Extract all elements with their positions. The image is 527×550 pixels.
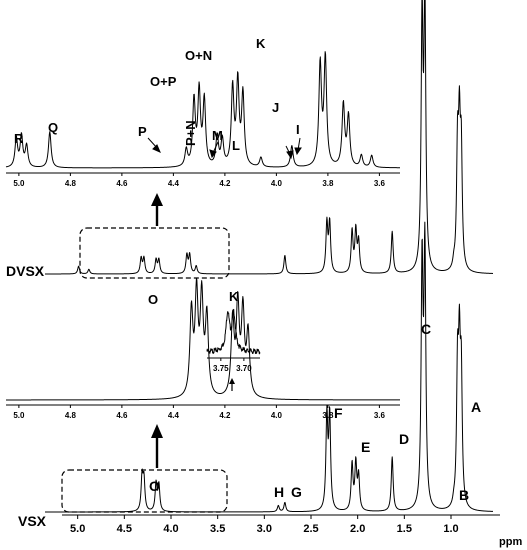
main-x-axis-tick-label: 2.5 bbox=[303, 523, 318, 535]
inset-peak-label-p-n: P+N bbox=[183, 120, 198, 146]
dvsx-inset-x-axis-tick-label: 4.0 bbox=[271, 179, 283, 188]
vsx-inset-x-axis-tick-label: 5.0 bbox=[13, 411, 25, 420]
inset-peak-label-k: K bbox=[256, 36, 266, 51]
inset-peak-label-l: L bbox=[232, 138, 240, 153]
inset-peak-label-o-vsx: O bbox=[148, 292, 158, 307]
inset-peak-label-m: M bbox=[212, 128, 223, 143]
k-inset-arrow bbox=[229, 378, 235, 391]
inset-peak-label-r: R bbox=[14, 131, 24, 146]
dvsx-inset-x-axis-tick-label: 4.6 bbox=[116, 179, 128, 188]
dvsx-zoom-arrow bbox=[151, 193, 163, 226]
vsx-inset-x-axis-tick-label: 4.4 bbox=[168, 411, 180, 420]
main-x-axis-tick-label: 4.0 bbox=[163, 523, 178, 535]
k-inset-x-axis: 3.75 3.70 bbox=[207, 357, 260, 373]
series-label-dvsx: DVSX bbox=[6, 263, 45, 279]
dvsx-inset-x-axis-tick-label: 5.0 bbox=[13, 179, 25, 188]
vsx-spectrum-line bbox=[44, 221, 494, 513]
vsx-inset-x-axis-tick-label: 3.6 bbox=[374, 411, 386, 420]
inset-peak-label-p: P bbox=[138, 124, 147, 139]
main-x-axis: ppm 5.0 4.5 4.0 3.5 3.0 2.5 2.0 1.5 1.0 bbox=[62, 514, 522, 548]
vsx-inset-spectrum-line bbox=[5, 277, 401, 401]
dvsx-inset-x-axis-tick-label: 4.8 bbox=[65, 179, 77, 188]
vsx-inset-x-axis-tick-label: 4.8 bbox=[65, 411, 77, 420]
vsx-inset-x-axis-tick-label: 4.0 bbox=[271, 411, 283, 420]
peak-label-f: F bbox=[334, 405, 343, 421]
series-label-vsx: VSX bbox=[18, 513, 47, 529]
main-x-axis-tick-label: 2.0 bbox=[350, 523, 365, 535]
vsx-zoom-box bbox=[61, 469, 228, 513]
zoom-indicators bbox=[61, 193, 230, 513]
vsx-inset-x-axis-tick-label: 4.2 bbox=[219, 411, 231, 420]
dvsx-inset-x-axis-tick-label: 4.2 bbox=[219, 179, 231, 188]
vsx-inset-x-axis-tick-label: 3.8 bbox=[322, 411, 334, 420]
dvsx-inset-peak-labels: R Q P O+P P+N O+N M L K J I bbox=[14, 36, 300, 153]
peak-label-b: B bbox=[459, 487, 469, 503]
k-inset: 3.75 3.70 K bbox=[206, 289, 261, 391]
vsx-inset-x-axis-tick-label: 4.6 bbox=[116, 411, 128, 420]
inset-peak-label-k-vsx: K bbox=[229, 289, 239, 304]
dvsx-inset-x-axis-tick-label: 4.4 bbox=[168, 179, 180, 188]
main-x-axis-tick-label: 3.0 bbox=[257, 523, 272, 535]
peak-label-c: C bbox=[421, 321, 431, 337]
vsx-zoom-arrow bbox=[151, 424, 163, 468]
inset-peak-label-o-p: O+P bbox=[150, 74, 177, 89]
dvsx-inset-spectrum-line bbox=[5, 51, 401, 169]
peak-label-g: G bbox=[291, 484, 302, 500]
peak-label-o: O bbox=[149, 478, 160, 494]
k-inset-x-axis-tick-label: 3.70 bbox=[236, 364, 252, 373]
k-inset-spectrum-line bbox=[206, 308, 261, 355]
peak-label-e: E bbox=[361, 439, 370, 455]
inset-peak-label-q: Q bbox=[48, 120, 58, 135]
inset-peak-label-j: J bbox=[272, 100, 279, 115]
peak-label-a: A bbox=[471, 399, 481, 415]
dvsx-inset-pointers bbox=[147, 137, 302, 160]
main-spectra: DVSX VSX bbox=[6, 0, 494, 529]
inset-peak-label-i: I bbox=[296, 122, 300, 137]
peak-label-d: D bbox=[399, 431, 409, 447]
x-axis-title: ppm bbox=[499, 536, 522, 548]
peak-label-h: H bbox=[274, 484, 284, 500]
main-x-axis-tick-label: 3.5 bbox=[210, 523, 225, 535]
inset-peak-label-o-n: O+N bbox=[185, 48, 212, 63]
vsx-inset-x-axis: 5.0 4.8 4.6 4.4 4.2 4.0 3.8 3.6 bbox=[6, 404, 400, 420]
main-x-axis-tick-label: 1.0 bbox=[443, 523, 458, 535]
main-peak-labels: A B C D E F G H O bbox=[149, 321, 481, 503]
main-x-axis-tick-label: 5.0 bbox=[70, 523, 85, 535]
dvsx-spectrum-line bbox=[44, 0, 494, 275]
main-x-axis-tick-label: 4.5 bbox=[117, 523, 132, 535]
dvsx-inset-x-axis-tick-label: 3.6 bbox=[374, 179, 386, 188]
main-x-axis-tick-label: 1.5 bbox=[397, 523, 412, 535]
k-inset-x-axis-tick-label: 3.75 bbox=[213, 364, 229, 373]
dvsx-inset-x-axis-tick-label: 3.8 bbox=[322, 179, 334, 188]
dvsx-inset: 5.0 4.8 4.6 4.4 4.2 4.0 3.8 3.6 R Q P O+P P+N O… bbox=[5, 36, 401, 188]
dvsx-inset-x-axis: 5.0 4.8 4.6 4.4 4.2 4.0 3.8 3.6 bbox=[6, 172, 400, 188]
dvsx-zoom-box bbox=[79, 227, 230, 279]
vsx-inset: 5.0 4.8 4.6 4.4 4.2 4.0 3.8 3.6 O bbox=[5, 277, 401, 420]
